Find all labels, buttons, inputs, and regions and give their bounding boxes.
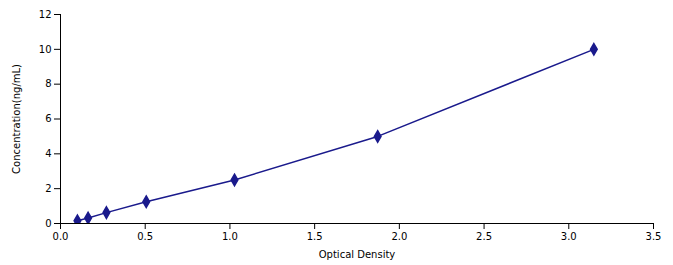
svg-text:1.5: 1.5 (307, 231, 323, 242)
svg-text:6: 6 (45, 113, 51, 124)
svg-text:3.0: 3.0 (561, 231, 577, 242)
svg-text:Optical Density: Optical Density (319, 249, 396, 260)
svg-text:8: 8 (45, 78, 51, 89)
svg-text:Concentration(ng/mL): Concentration(ng/mL) (11, 64, 22, 174)
svg-text:2.5: 2.5 (476, 231, 492, 242)
svg-text:2: 2 (45, 183, 51, 194)
svg-text:3.5: 3.5 (646, 231, 662, 242)
svg-text:0: 0 (45, 218, 51, 229)
svg-text:0.0: 0.0 (53, 231, 69, 242)
svg-text:2.0: 2.0 (391, 231, 407, 242)
svg-text:1.0: 1.0 (222, 231, 238, 242)
svg-text:10: 10 (39, 44, 52, 55)
svg-text:12: 12 (39, 9, 52, 20)
svg-text:0.5: 0.5 (137, 231, 153, 242)
svg-text:4: 4 (45, 148, 51, 159)
